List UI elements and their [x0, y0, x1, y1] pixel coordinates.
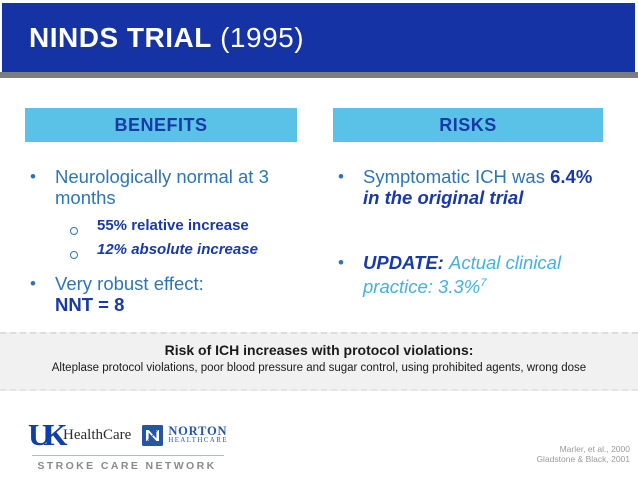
- risk-bullet-1-row: • Symptomatic ICH was 6.4% in the origin…: [333, 166, 618, 208]
- benefit-bullet-2-row: • Very robust effect: NNT = 8: [25, 273, 317, 315]
- benefit-sub-bullet-1-text: 55% relative increase: [97, 217, 249, 234]
- uk-healthcare-wordmark: HealthCare: [63, 426, 132, 443]
- risks-column: • Symptomatic ICH was 6.4% in the origin…: [333, 166, 618, 297]
- risks-header: RISKS: [333, 108, 603, 142]
- title-main: NINDS TRIAL: [29, 21, 212, 53]
- benefit-sub-bullet-2-text: 12% absolute increase: [97, 241, 258, 258]
- benefits-header: BENEFITS: [25, 108, 297, 142]
- citation-line-2: Gladstone & Black, 2001: [536, 454, 630, 464]
- norton-logo: NORTON HEALTHCARE: [142, 424, 228, 446]
- bullet-dot-icon: •: [30, 167, 36, 186]
- circle-bullet-icon: [68, 216, 97, 240]
- benefits-column: • Neurologically normal at 3 months 55% …: [25, 166, 317, 315]
- risk-update-label: UPDATE:: [363, 252, 449, 273]
- benefit-bullet-2-line1: Very robust effect:: [55, 273, 204, 294]
- risk-bullet-1-value: 6.4%: [550, 166, 593, 187]
- norton-wordmark-group: NORTON HEALTHCARE: [168, 425, 228, 445]
- risk-bullet-2-row: • UPDATE: Actual clinical practice: 3.3%…: [333, 252, 618, 297]
- banner-detail: Alteplase protocol violations, poor bloo…: [51, 362, 587, 374]
- circle-bullet-icon: [68, 240, 97, 264]
- risk-bullet-1-prefix: Symptomatic ICH was: [363, 166, 551, 187]
- benefit-sub-bullet-2-row: 12% absolute increase: [68, 240, 317, 264]
- norton-wordmark: NORTON: [168, 424, 228, 438]
- norton-n-icon: [142, 424, 164, 446]
- bullet-dot-icon: •: [30, 274, 36, 293]
- uk-logo-icon: UK: [28, 417, 68, 452]
- benefit-bullet-2-line2: NNT = 8: [55, 294, 125, 315]
- benefit-sub-bullet-1-row: 55% relative increase: [68, 216, 317, 240]
- footer-logos: UK HealthCare NORTON HEALTHCARE STROKE C…: [28, 417, 228, 472]
- banner-heading: Risk of ICH increases with protocol viol…: [164, 342, 474, 358]
- title-bar: NINDS TRIAL (1995): [2, 3, 635, 72]
- risk-bullet-1-line2: in the original trial: [363, 187, 524, 208]
- citation-line-1: Marler, et al., 2000: [559, 444, 630, 454]
- logo-row: UK HealthCare NORTON HEALTHCARE: [28, 417, 228, 453]
- bullet-dot-icon: •: [338, 253, 344, 272]
- citations: Marler, et al., 2000 Gladstone & Black, …: [536, 444, 630, 464]
- bullet-dot-icon: •: [338, 167, 344, 186]
- benefit-bullet-1-text: Neurologically normal at 3 months: [55, 166, 269, 208]
- protocol-violation-banner: Risk of ICH increases with protocol viol…: [0, 332, 638, 391]
- benefit-bullet-1-row: • Neurologically normal at 3 months: [25, 166, 317, 208]
- title-divider: [0, 72, 638, 78]
- page-title: NINDS TRIAL (1995): [29, 22, 304, 54]
- title-year: (1995): [211, 21, 305, 53]
- stroke-care-network-label: STROKE CARE NETWORK: [37, 460, 217, 472]
- logo-divider: [32, 455, 224, 456]
- risk-update-text: Actual clinical practice: 3.3%: [363, 252, 562, 298]
- risk-update-superscript: 7: [480, 277, 487, 289]
- norton-sub-wordmark: HEALTHCARE: [168, 437, 228, 444]
